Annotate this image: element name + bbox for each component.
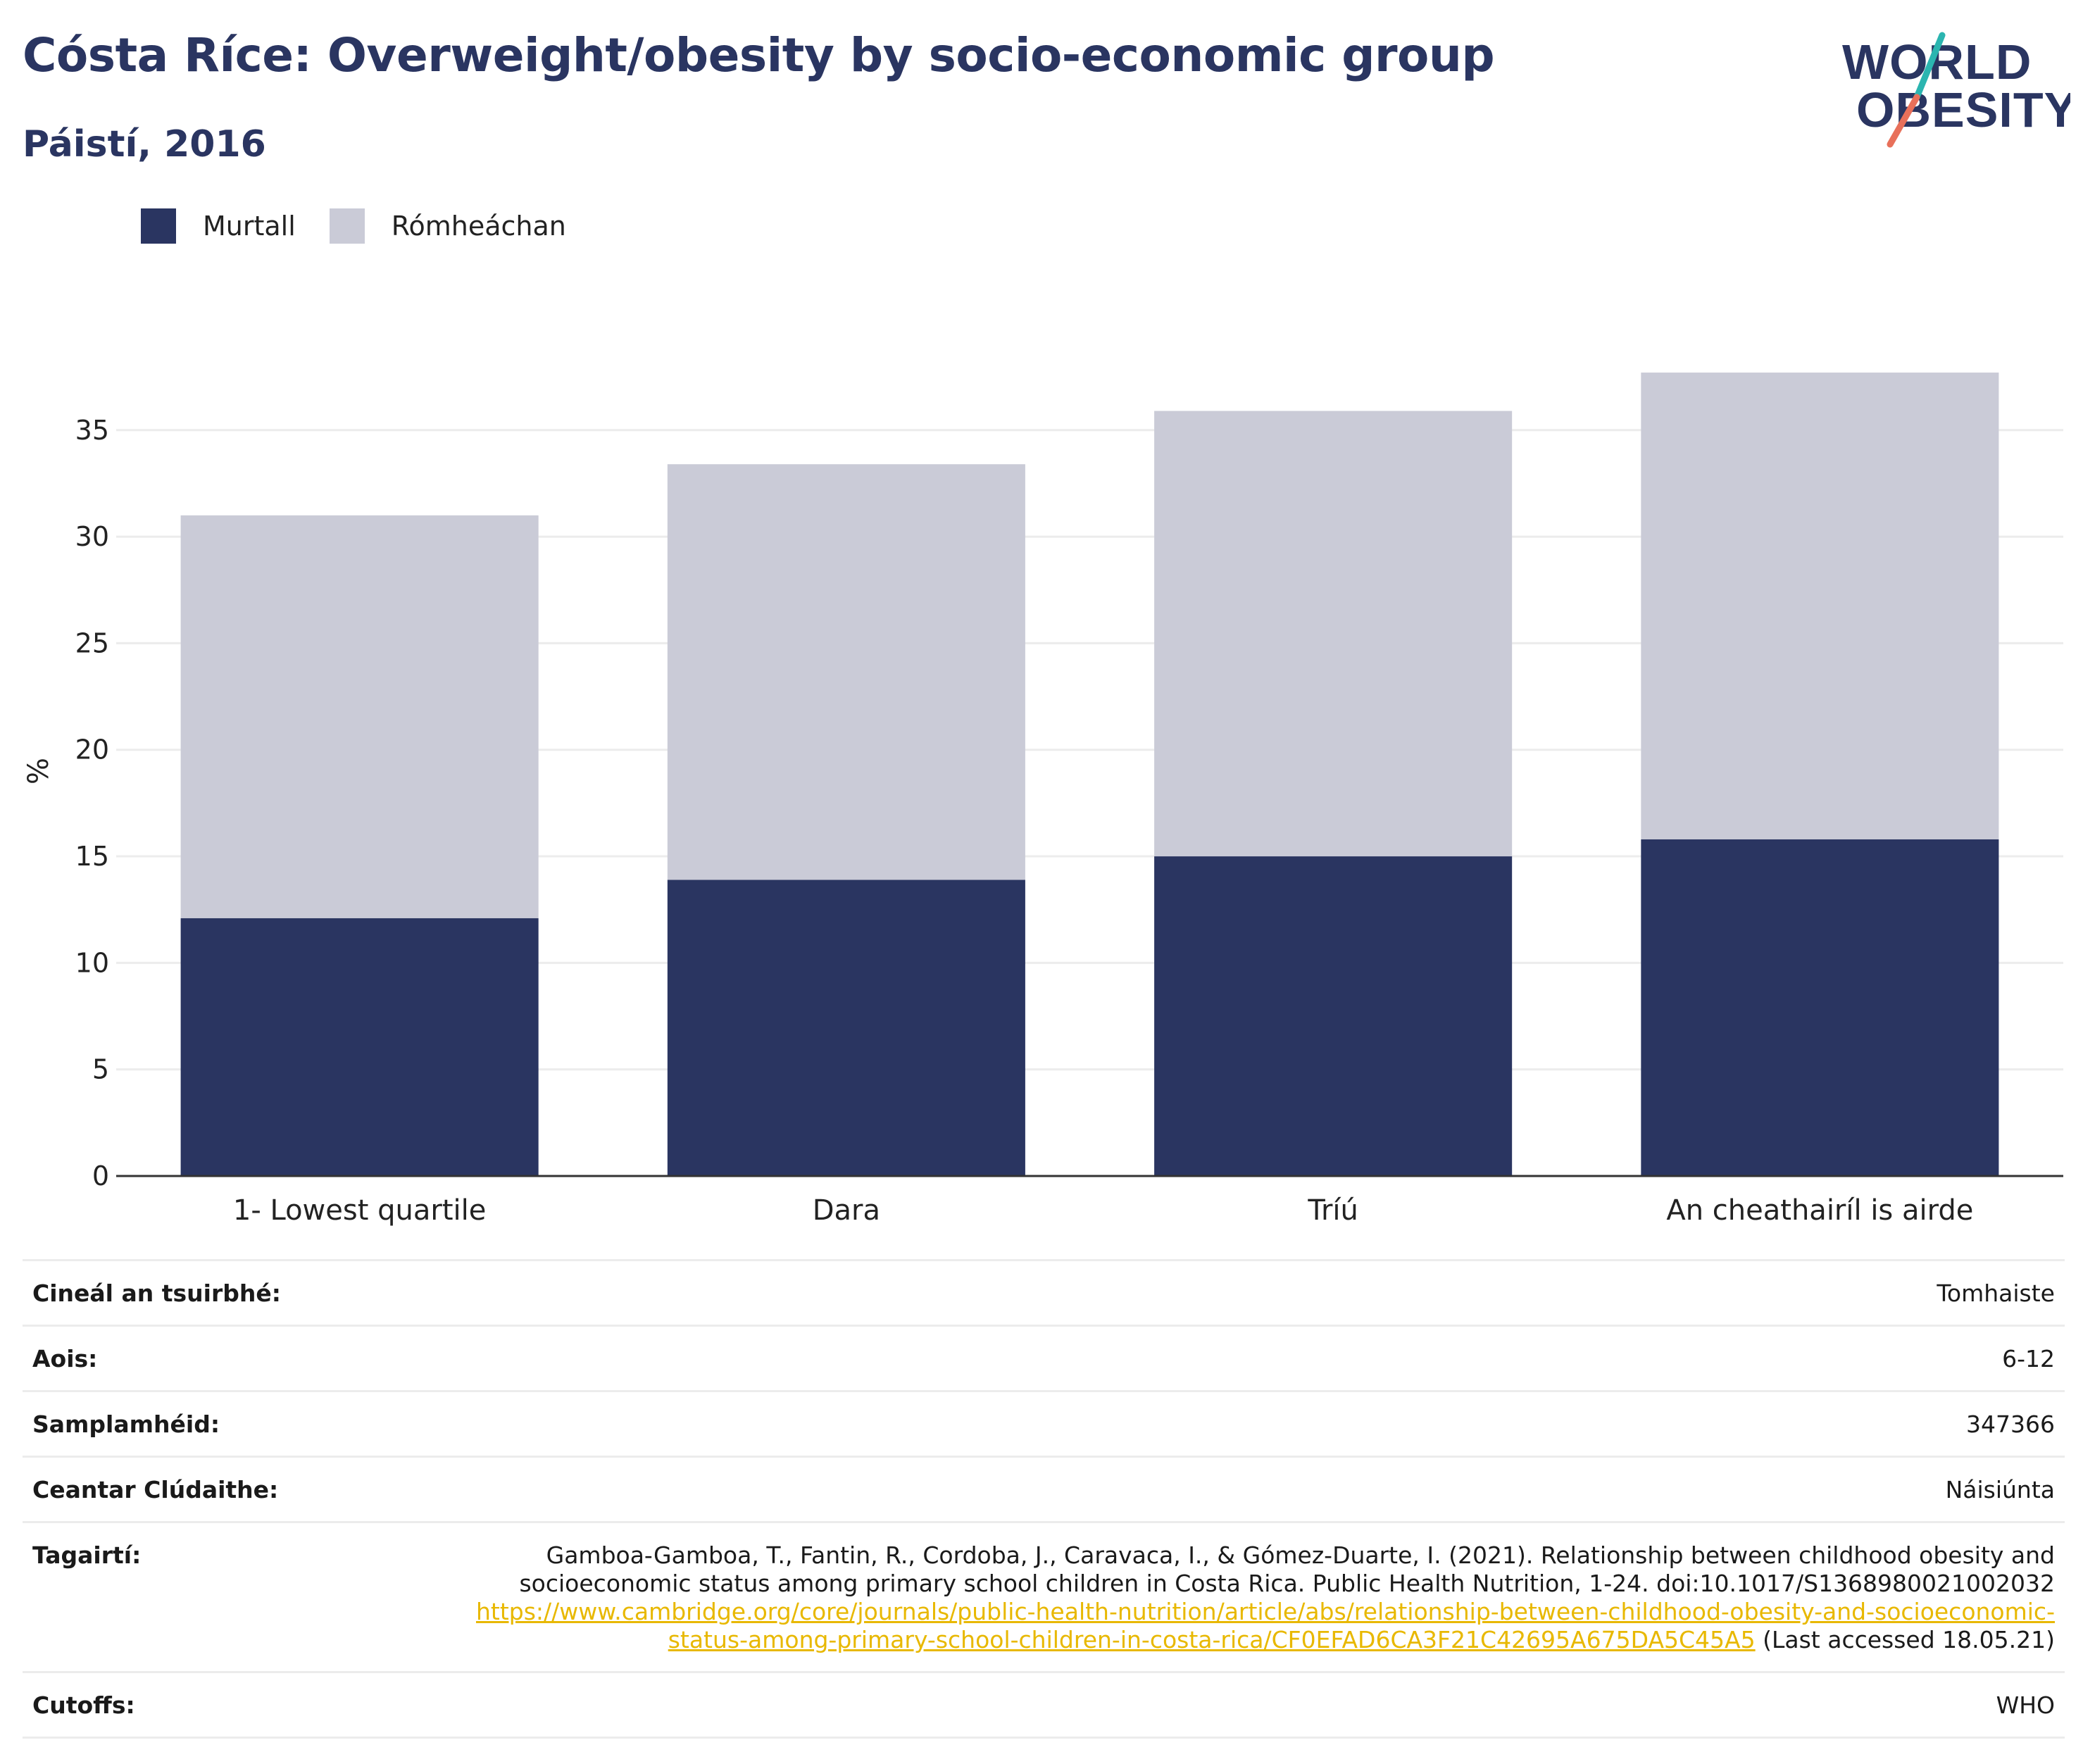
info-value: WHO [1996, 1691, 2055, 1719]
legend-label-murtall: Murtall [203, 211, 296, 242]
bar-segment-romheachan [1154, 411, 1513, 857]
chart-legend: Murtall Rómheáchan [141, 208, 600, 244]
y-tick-label: 10 [75, 947, 109, 978]
y-tick-label: 0 [92, 1161, 109, 1191]
bar-segment-romheachan [180, 515, 539, 918]
bar-segment-romheachan [667, 464, 1025, 880]
info-row: Ceantar Clúdaithe: Náisiúnta [23, 1456, 2065, 1521]
info-label: Tagairtí: [32, 1541, 142, 1569]
world-obesity-logo: WORLD OBESITY [1842, 32, 2070, 148]
x-tick-label: Tríú [1307, 1194, 1358, 1227]
y-tick-label: 15 [75, 841, 109, 872]
x-tick-label: An cheathairíl is airde [1666, 1194, 1973, 1227]
info-value: 347366 [1966, 1410, 2055, 1438]
info-row-references: Tagairtí: Gamboa-Gamboa, T., Fantin, R.,… [23, 1521, 2065, 1671]
reference-link[interactable]: https://www.cambridge.org/core/journals/… [475, 1598, 2055, 1653]
y-tick-label: 20 [75, 734, 109, 765]
y-tick-label: 5 [92, 1054, 109, 1085]
reference-accessed: (Last accessed 18.05.21) [1763, 1626, 2055, 1653]
chart-title: Cósta Ríce: Overweight/obesity by socio-… [23, 28, 1495, 82]
x-tick-label: 1- Lowest quartile [233, 1194, 486, 1227]
info-label: Cineál an tsuirbhé: [32, 1280, 281, 1307]
bar-segment-murtall [1641, 839, 1999, 1176]
logo-slash-coral [1887, 94, 1920, 148]
chart-subtitle: Páistí, 2016 [23, 123, 266, 165]
legend-label-romheachan: Rómheáchan [391, 211, 566, 242]
stacked-bar-chart: 0 5 10 15 20 25 30 35% 1- Lowest quartile Dara Trí… [23, 373, 2063, 1227]
bar-segment-romheachan [1641, 373, 1999, 839]
info-row: Cineál an tsuirbhé: Tomhaiste [23, 1259, 2065, 1325]
info-value: Náisiúnta [1945, 1476, 2055, 1503]
bar-segment-murtall [180, 918, 539, 1176]
survey-info-table: Cineál an tsuirbhé: Tomhaiste Aois: 6-12… [23, 1259, 2065, 1739]
info-value: 6-12 [2002, 1345, 2055, 1372]
reference-text: Gamboa-Gamboa, T., Fantin, R., Cordoba, … [399, 1541, 2055, 1654]
info-label: Aois: [32, 1345, 98, 1372]
info-row: Samplamhéid: 347366 [23, 1390, 2065, 1456]
info-label: Cutoffs: [32, 1691, 135, 1719]
bar-segment-murtall [1154, 856, 1513, 1176]
x-tick-label: Dara [813, 1194, 880, 1227]
y-tick-label: 30 [75, 521, 109, 552]
reference-citation: Gamboa-Gamboa, T., Fantin, R., Cordoba, … [519, 1541, 2055, 1597]
legend-item-murtall[interactable]: Murtall [141, 208, 296, 244]
info-row: Aois: 6-12 [23, 1325, 2065, 1390]
info-row: Cutoffs: WHO [23, 1671, 2065, 1739]
info-label: Ceantar Clúdaithe: [32, 1476, 279, 1503]
y-tick-label: 25 [75, 627, 109, 658]
logo-text-obesity: OBESITY [1856, 82, 2070, 137]
bar-segment-murtall [667, 880, 1025, 1176]
info-value: Tomhaiste [1937, 1280, 2055, 1307]
legend-item-romheachan[interactable]: Rómheáchan [329, 208, 566, 244]
logo-slash-teal [1913, 32, 1946, 101]
info-label: Samplamhéid: [32, 1410, 220, 1438]
legend-swatch-romheachan [329, 208, 365, 244]
y-axis-label: % [23, 758, 55, 784]
y-tick-label: 35 [75, 415, 109, 446]
legend-swatch-murtall [141, 208, 176, 244]
